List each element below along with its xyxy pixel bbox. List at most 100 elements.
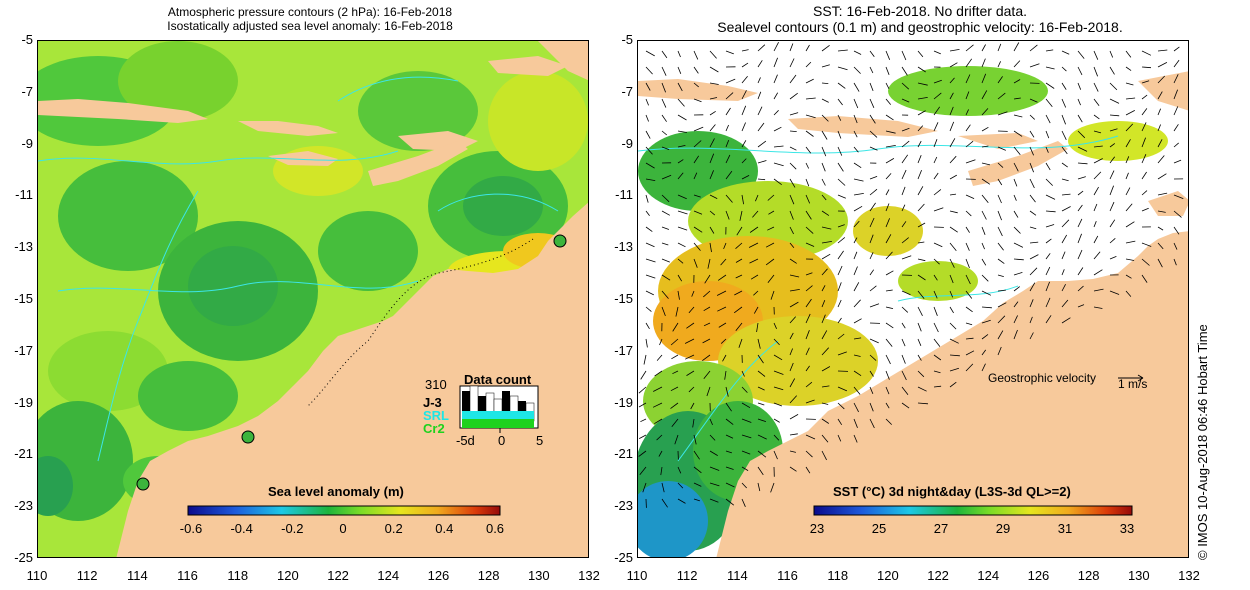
velocity-arrow <box>1077 162 1088 165</box>
velocity-arrow <box>1013 210 1019 218</box>
lat-tick-label: -25 <box>614 550 633 565</box>
velocity-arrow <box>661 114 667 122</box>
velocity-arrow <box>1173 89 1178 100</box>
velocity-arrow <box>709 97 718 100</box>
velocity-arrow <box>949 274 954 284</box>
velocity-arrow <box>741 49 749 52</box>
velocity-arrow <box>1045 114 1051 124</box>
velocity-arrow <box>885 98 892 105</box>
velocity-arrow <box>965 91 970 100</box>
velocity-arrow <box>725 92 734 100</box>
velocity-arrow <box>853 178 864 182</box>
velocity-arrow <box>757 354 764 364</box>
velocity-arrow <box>885 322 894 329</box>
velocity-arrow <box>917 222 926 228</box>
velocity-arrow <box>1029 63 1040 68</box>
left-map-title: Atmospheric pressure contours (2 hPa): 1… <box>0 5 620 33</box>
velocity-arrow <box>1029 299 1034 308</box>
velocity-arrow <box>869 338 879 344</box>
velocity-arrow <box>933 79 942 84</box>
velocity-arrow <box>688 306 695 314</box>
velocity-arrow <box>1013 272 1023 276</box>
velocity-arrow <box>901 221 907 228</box>
lon-tick-label: 122 <box>927 568 949 583</box>
velocity-arrow <box>933 156 938 164</box>
velocity-arrow <box>981 162 991 166</box>
velocity-arrow <box>677 145 686 148</box>
velocity-arrow <box>805 226 814 234</box>
velocity-arrow <box>741 498 746 507</box>
velocity-arrow <box>853 237 858 244</box>
velocity-arrow <box>693 226 703 233</box>
sst-map-svg <box>638 41 1188 557</box>
velocity-arrow <box>885 306 894 309</box>
velocity-arrow <box>749 226 759 233</box>
velocity-arrow <box>821 385 830 388</box>
velocity-arrow <box>773 338 780 346</box>
velocity-arrow <box>677 66 682 74</box>
velocity-arrow <box>725 450 733 454</box>
velocity-arrow <box>821 64 830 68</box>
velocity-arrow <box>1157 210 1166 213</box>
velocity-arrow <box>643 354 647 365</box>
velocity-arrow <box>1061 251 1066 260</box>
velocity-arrow <box>1093 82 1099 92</box>
velocity-arrow <box>885 114 894 121</box>
velocity-arrow <box>1109 98 1120 104</box>
velocity-arrow <box>709 82 719 85</box>
velocity-arrow <box>1061 146 1068 155</box>
velocity-arrow <box>1045 281 1050 292</box>
velocity-arrow <box>661 82 666 93</box>
lon-tick-label: 132 <box>578 568 600 583</box>
velocity-arrow <box>741 175 750 180</box>
velocity-arrow <box>789 112 799 116</box>
velocity-arrow <box>805 78 814 84</box>
velocity-arrow <box>757 140 767 148</box>
velocity-arrow <box>869 252 874 260</box>
lon-tick-label: 130 <box>1127 568 1150 583</box>
velocity-arrow <box>837 299 842 308</box>
colorbar-tick-label: 25 <box>871 521 887 536</box>
velocity-arrow <box>1077 285 1084 292</box>
velocity-arrow <box>949 322 957 330</box>
velocity-arrow <box>1173 74 1179 84</box>
velocity-arrow <box>1109 82 1118 91</box>
velocity-arrow <box>1173 142 1179 148</box>
velocity-arrow <box>757 402 765 406</box>
velocity-arrow <box>965 159 976 164</box>
velocity-arrow <box>821 98 829 103</box>
velocity-arrow <box>821 162 826 172</box>
left-title-line2: Isostatically adjusted sea level anomaly… <box>167 19 453 33</box>
velocity-arrow <box>789 301 799 308</box>
velocity-arrow <box>741 122 746 132</box>
velocity-arrow <box>1077 249 1083 260</box>
velocity-arrow <box>1141 80 1150 84</box>
velocity-arrow <box>917 386 927 392</box>
velocity-arrow <box>853 193 864 196</box>
velocity-arrow <box>741 482 747 489</box>
velocity-arrow <box>1045 253 1051 260</box>
velocity-arrow <box>709 434 716 441</box>
lat-tick-label: -21 <box>14 446 33 462</box>
velocity-arrow <box>1077 204 1083 212</box>
velocity-arrow <box>869 188 878 196</box>
velocity-arrow <box>686 322 695 329</box>
velocity-arrow <box>821 146 827 157</box>
lat-tick-label: -7 <box>21 83 33 99</box>
velocity-arrow <box>1125 110 1135 116</box>
velocity-arrow <box>965 194 975 199</box>
velocity-arrow <box>1109 219 1116 228</box>
velocity-arrow <box>885 173 892 180</box>
velocity-arrow <box>853 98 859 109</box>
indonesian-islands <box>638 71 1188 216</box>
velocity-arrow <box>1045 49 1054 52</box>
velocity-arrow <box>981 90 988 100</box>
velocity-arrow <box>709 50 717 59</box>
velocity-arrow <box>869 234 874 244</box>
lon-tick-label: 116 <box>177 568 198 583</box>
right-title-line1: SST: 16-Feb-2018. No drifter data. <box>813 3 1027 19</box>
velocity-arrow <box>1093 186 1099 196</box>
velocity-arrow <box>1173 106 1179 116</box>
velocity-arrow <box>1141 190 1148 196</box>
velocity-arrow <box>1077 218 1083 228</box>
